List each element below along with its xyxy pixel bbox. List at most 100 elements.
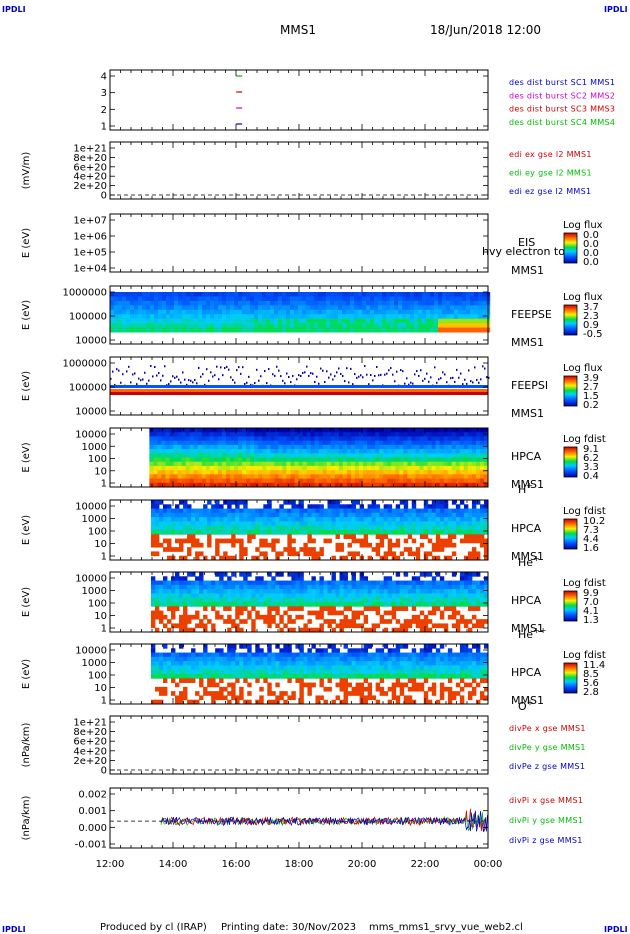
- hpca-cell: [411, 432, 416, 437]
- instrument-label: EIS: [518, 236, 535, 249]
- hpca-cell: [173, 453, 178, 458]
- hpca-cell: [267, 597, 272, 603]
- feepse-cell: [346, 305, 351, 311]
- feepsi-speck: [450, 377, 452, 380]
- hpca-cell: [243, 665, 248, 671]
- hpca-cell: [267, 530, 272, 535]
- feepse-cell: [110, 296, 115, 302]
- hpca-cell: [351, 538, 356, 544]
- hpca-cell: [330, 428, 336, 433]
- hpca-cell: [235, 678, 240, 683]
- hpca-cell: [171, 652, 176, 658]
- hpca-cell: [303, 593, 308, 599]
- hpca-cell: [347, 521, 352, 527]
- hpca-cell: [319, 551, 324, 557]
- hpca-cell: [479, 597, 485, 603]
- hpca-cell: [471, 589, 477, 594]
- feepse-cell: [482, 323, 487, 329]
- feepsi-speck: [134, 372, 136, 375]
- hpca-cell: [407, 593, 413, 599]
- hpca-cell: [326, 474, 332, 479]
- hpca-cell: [475, 453, 481, 458]
- hpca-cell: [205, 470, 211, 475]
- feepse-cell: [414, 309, 419, 315]
- hpca-cell: [227, 597, 232, 603]
- hpca-cell: [234, 478, 239, 484]
- feepse-cell: [398, 305, 403, 311]
- hpca-cell: [367, 444, 372, 450]
- hpca-cell: [247, 525, 252, 531]
- hpca-cell: [431, 461, 436, 467]
- hpca-cell: [367, 504, 373, 509]
- feepse-cell: [258, 296, 263, 302]
- hpca-cell: [371, 580, 377, 586]
- feepse-cell: [470, 309, 475, 315]
- hpca-cell: [294, 440, 299, 446]
- hpca-cell: [158, 661, 164, 666]
- hpca-cell: [387, 589, 393, 594]
- hpca-cell: [387, 449, 392, 454]
- hpca-cell: [209, 432, 215, 437]
- hpca-cell: [187, 521, 192, 527]
- hpca-cell: [154, 602, 160, 607]
- feepsi-speck: [232, 378, 234, 381]
- hpca-cell: [326, 449, 332, 454]
- colorbar-title: Log flux: [563, 292, 603, 303]
- hpca-cell: [355, 580, 360, 586]
- hpca-cell: [451, 500, 457, 505]
- hpca-cell: [447, 614, 453, 620]
- hpca-cell: [411, 619, 417, 624]
- hpca-cell: [267, 589, 272, 594]
- hpca-cell: [291, 593, 296, 599]
- hpca-cell: [399, 517, 405, 522]
- hpca-cell: [391, 517, 397, 522]
- hpca-cell: [411, 517, 417, 522]
- feepse-cell: [390, 296, 395, 302]
- hpca-cell: [350, 436, 356, 442]
- hpca-cell: [435, 436, 441, 442]
- feepse-cell: [366, 305, 371, 311]
- hpca-cell: [306, 453, 312, 458]
- feepse-cell: [326, 292, 331, 297]
- feepsi-speck: [298, 374, 300, 377]
- hpca-cell: [443, 623, 449, 629]
- hpca-cell: [162, 656, 168, 662]
- feepsi-speck: [488, 376, 490, 379]
- feepsi-speck: [142, 378, 144, 381]
- hpca-cell: [447, 465, 453, 471]
- hpca-cell: [167, 674, 172, 679]
- hpca-cell: [318, 432, 324, 437]
- hpca-cell: [185, 478, 191, 484]
- hpca-cell: [191, 572, 196, 577]
- feepse-cell: [462, 309, 467, 315]
- hpca-cell: [250, 453, 255, 458]
- feepse-cell: [386, 309, 391, 315]
- hpca-cell: [197, 428, 203, 433]
- feepsi-speck: [144, 371, 146, 374]
- hpca-cell: [215, 669, 220, 675]
- feepsi-speck: [384, 373, 386, 376]
- hpca-cell: [359, 465, 364, 471]
- feepsi-speck: [188, 379, 190, 382]
- hpca-cell: [231, 538, 236, 544]
- hpca-cell: [267, 593, 272, 599]
- hpca-cell: [238, 449, 243, 454]
- hpca-cell: [367, 542, 373, 548]
- hpca-cell: [247, 593, 252, 599]
- feepse-cell: [302, 309, 307, 315]
- hpca-cell: [467, 508, 473, 514]
- hpca-cell: [375, 428, 380, 433]
- hpca-cell: [383, 525, 389, 531]
- instrument-label: HPCA: [511, 522, 542, 535]
- y-tick-label: 4: [101, 72, 107, 83]
- hpca-cell: [295, 572, 300, 577]
- hpca-cell: [330, 461, 336, 467]
- hpca-cell: [271, 661, 276, 666]
- feepse-cell: [410, 300, 415, 306]
- hpca-cell: [451, 453, 457, 458]
- hpca-cell: [175, 682, 180, 688]
- hpca-cell: [215, 652, 220, 658]
- hpca-cell: [279, 669, 284, 675]
- hpca-cell: [391, 530, 397, 535]
- hpca-cell: [154, 652, 160, 658]
